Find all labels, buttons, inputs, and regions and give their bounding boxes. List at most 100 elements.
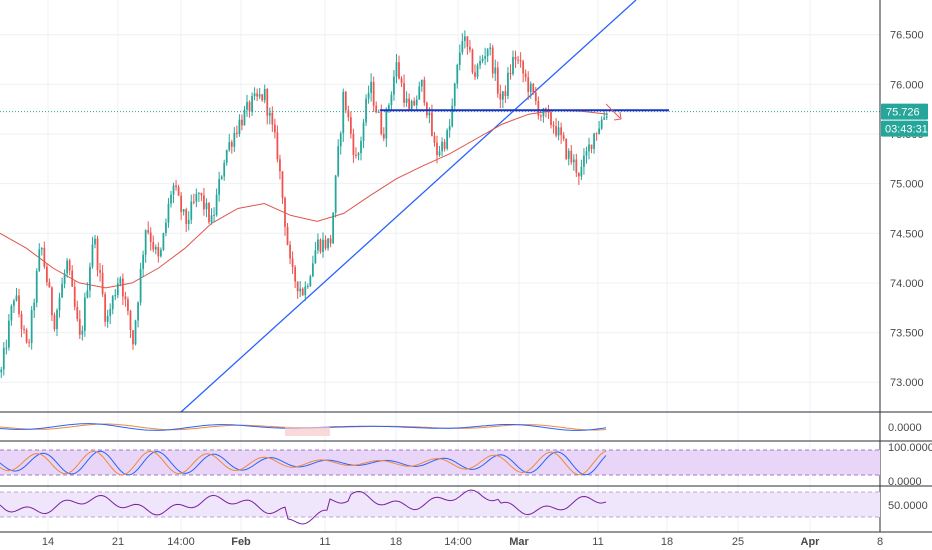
candle-body <box>215 194 218 215</box>
candle-body <box>344 91 347 111</box>
candle-body <box>251 96 253 112</box>
candle <box>5 339 8 355</box>
candle <box>89 262 91 298</box>
candle-body <box>76 306 79 320</box>
ascending-trendline[interactable] <box>180 0 637 413</box>
candle-body <box>372 81 375 106</box>
candle <box>223 159 226 181</box>
candle-body <box>463 36 466 41</box>
candle <box>225 149 228 166</box>
candle <box>246 94 248 117</box>
candle-body <box>99 270 101 273</box>
candle <box>109 303 112 325</box>
candle <box>372 76 375 113</box>
candle-body <box>18 295 20 315</box>
candle <box>71 265 74 287</box>
candle <box>398 55 400 80</box>
candle-body <box>10 305 13 321</box>
candle-body <box>101 272 104 295</box>
candle-body <box>501 91 504 100</box>
candle <box>327 238 329 251</box>
candle <box>294 265 297 289</box>
candle-body <box>71 270 74 287</box>
candle <box>575 153 578 177</box>
rsi-band <box>0 492 880 517</box>
candle-body <box>66 260 69 274</box>
candle-body <box>403 83 405 103</box>
candle <box>375 101 378 114</box>
candle <box>339 131 342 155</box>
candle <box>0 366 3 378</box>
candle-body <box>588 144 590 152</box>
candle-body <box>577 172 580 177</box>
candle <box>534 86 537 105</box>
candle-body <box>471 49 474 73</box>
candle-body <box>81 330 84 335</box>
candle-body <box>319 239 322 252</box>
candle <box>451 98 454 128</box>
candle <box>463 30 466 49</box>
candle-body <box>190 201 193 220</box>
candle <box>509 64 512 80</box>
candle-body <box>213 214 215 216</box>
candle-body <box>453 83 456 106</box>
candle <box>438 145 441 157</box>
candle-body <box>121 278 124 297</box>
candle-body <box>268 112 271 116</box>
candle-body <box>56 310 58 329</box>
candle <box>299 280 302 298</box>
candle-body <box>474 72 476 77</box>
candle <box>101 265 104 297</box>
candle-body <box>314 250 317 264</box>
candle <box>119 276 122 287</box>
candle <box>203 187 205 216</box>
candle <box>266 88 269 125</box>
candle-body <box>13 300 15 306</box>
candle-body <box>106 315 109 322</box>
candle <box>281 171 284 204</box>
candle-body <box>263 88 266 101</box>
candle <box>258 87 261 100</box>
candle-body <box>357 153 360 156</box>
candle-body <box>476 65 479 77</box>
candle <box>512 50 514 76</box>
candle-body <box>233 132 236 147</box>
candle-body <box>327 238 329 249</box>
candle <box>524 69 527 82</box>
candle-body <box>451 105 454 127</box>
candle <box>13 298 15 313</box>
candle <box>360 136 362 161</box>
candle-body <box>461 40 464 53</box>
candle-body <box>15 295 18 301</box>
candle <box>76 300 79 322</box>
candle <box>195 188 198 208</box>
candle-body <box>408 98 411 110</box>
candle <box>296 281 299 299</box>
candle-body <box>332 212 335 244</box>
candle-body <box>428 112 431 116</box>
price-tick-label: 74.500 <box>890 228 924 240</box>
candle <box>519 52 522 68</box>
candle-body <box>291 258 294 268</box>
candle <box>370 73 373 102</box>
candle-body <box>28 342 31 344</box>
candle-body <box>334 175 337 213</box>
candle <box>443 138 446 152</box>
candle <box>588 137 590 160</box>
candle-body <box>304 286 307 296</box>
candle <box>585 146 588 164</box>
stochastic-d-line <box>0 450 607 476</box>
candle <box>552 121 555 134</box>
candle-body <box>469 46 471 50</box>
candle-body <box>583 155 585 167</box>
candle-body <box>537 101 540 116</box>
candle <box>494 59 497 81</box>
candle <box>342 88 345 142</box>
candle <box>304 281 307 302</box>
candle-body <box>370 81 373 93</box>
candle <box>248 100 251 118</box>
candle <box>355 147 357 159</box>
candle <box>268 107 271 125</box>
stochastic-k-line <box>0 450 607 476</box>
